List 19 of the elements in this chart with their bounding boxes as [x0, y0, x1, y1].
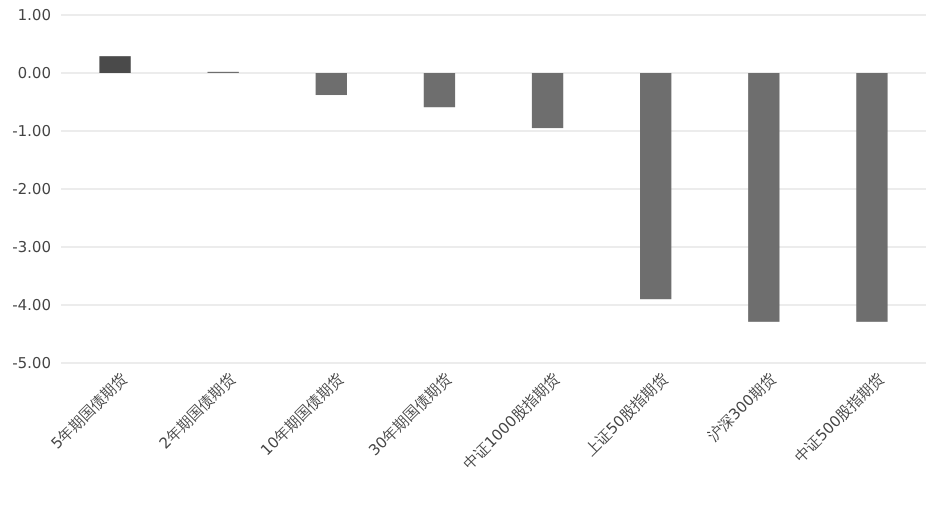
y-tick-label: -1.00 [12, 122, 51, 140]
bar [99, 56, 131, 73]
bar [316, 73, 347, 96]
x-tick-label: 10年期国债期货 [257, 369, 347, 460]
y-tick-label: -2.00 [12, 180, 51, 198]
x-tick-label: 30年期国债期货 [365, 369, 455, 460]
x-tick-label: 2年期国债期货 [156, 369, 239, 452]
x-tick-label: 上证50股指期货 [581, 369, 672, 460]
y-tick-label: 0.00 [18, 64, 51, 82]
y-tick-label: 1.00 [18, 6, 51, 24]
y-tick-label: -3.00 [12, 238, 51, 256]
bar [424, 73, 456, 108]
y-tick-label: -5.00 [12, 354, 51, 372]
bar [856, 73, 888, 322]
bar [640, 73, 672, 300]
bar [532, 73, 564, 128]
x-tick-label: 5年期国债期货 [48, 369, 131, 452]
y-tick-label: -4.00 [12, 296, 51, 314]
bar [748, 73, 780, 322]
